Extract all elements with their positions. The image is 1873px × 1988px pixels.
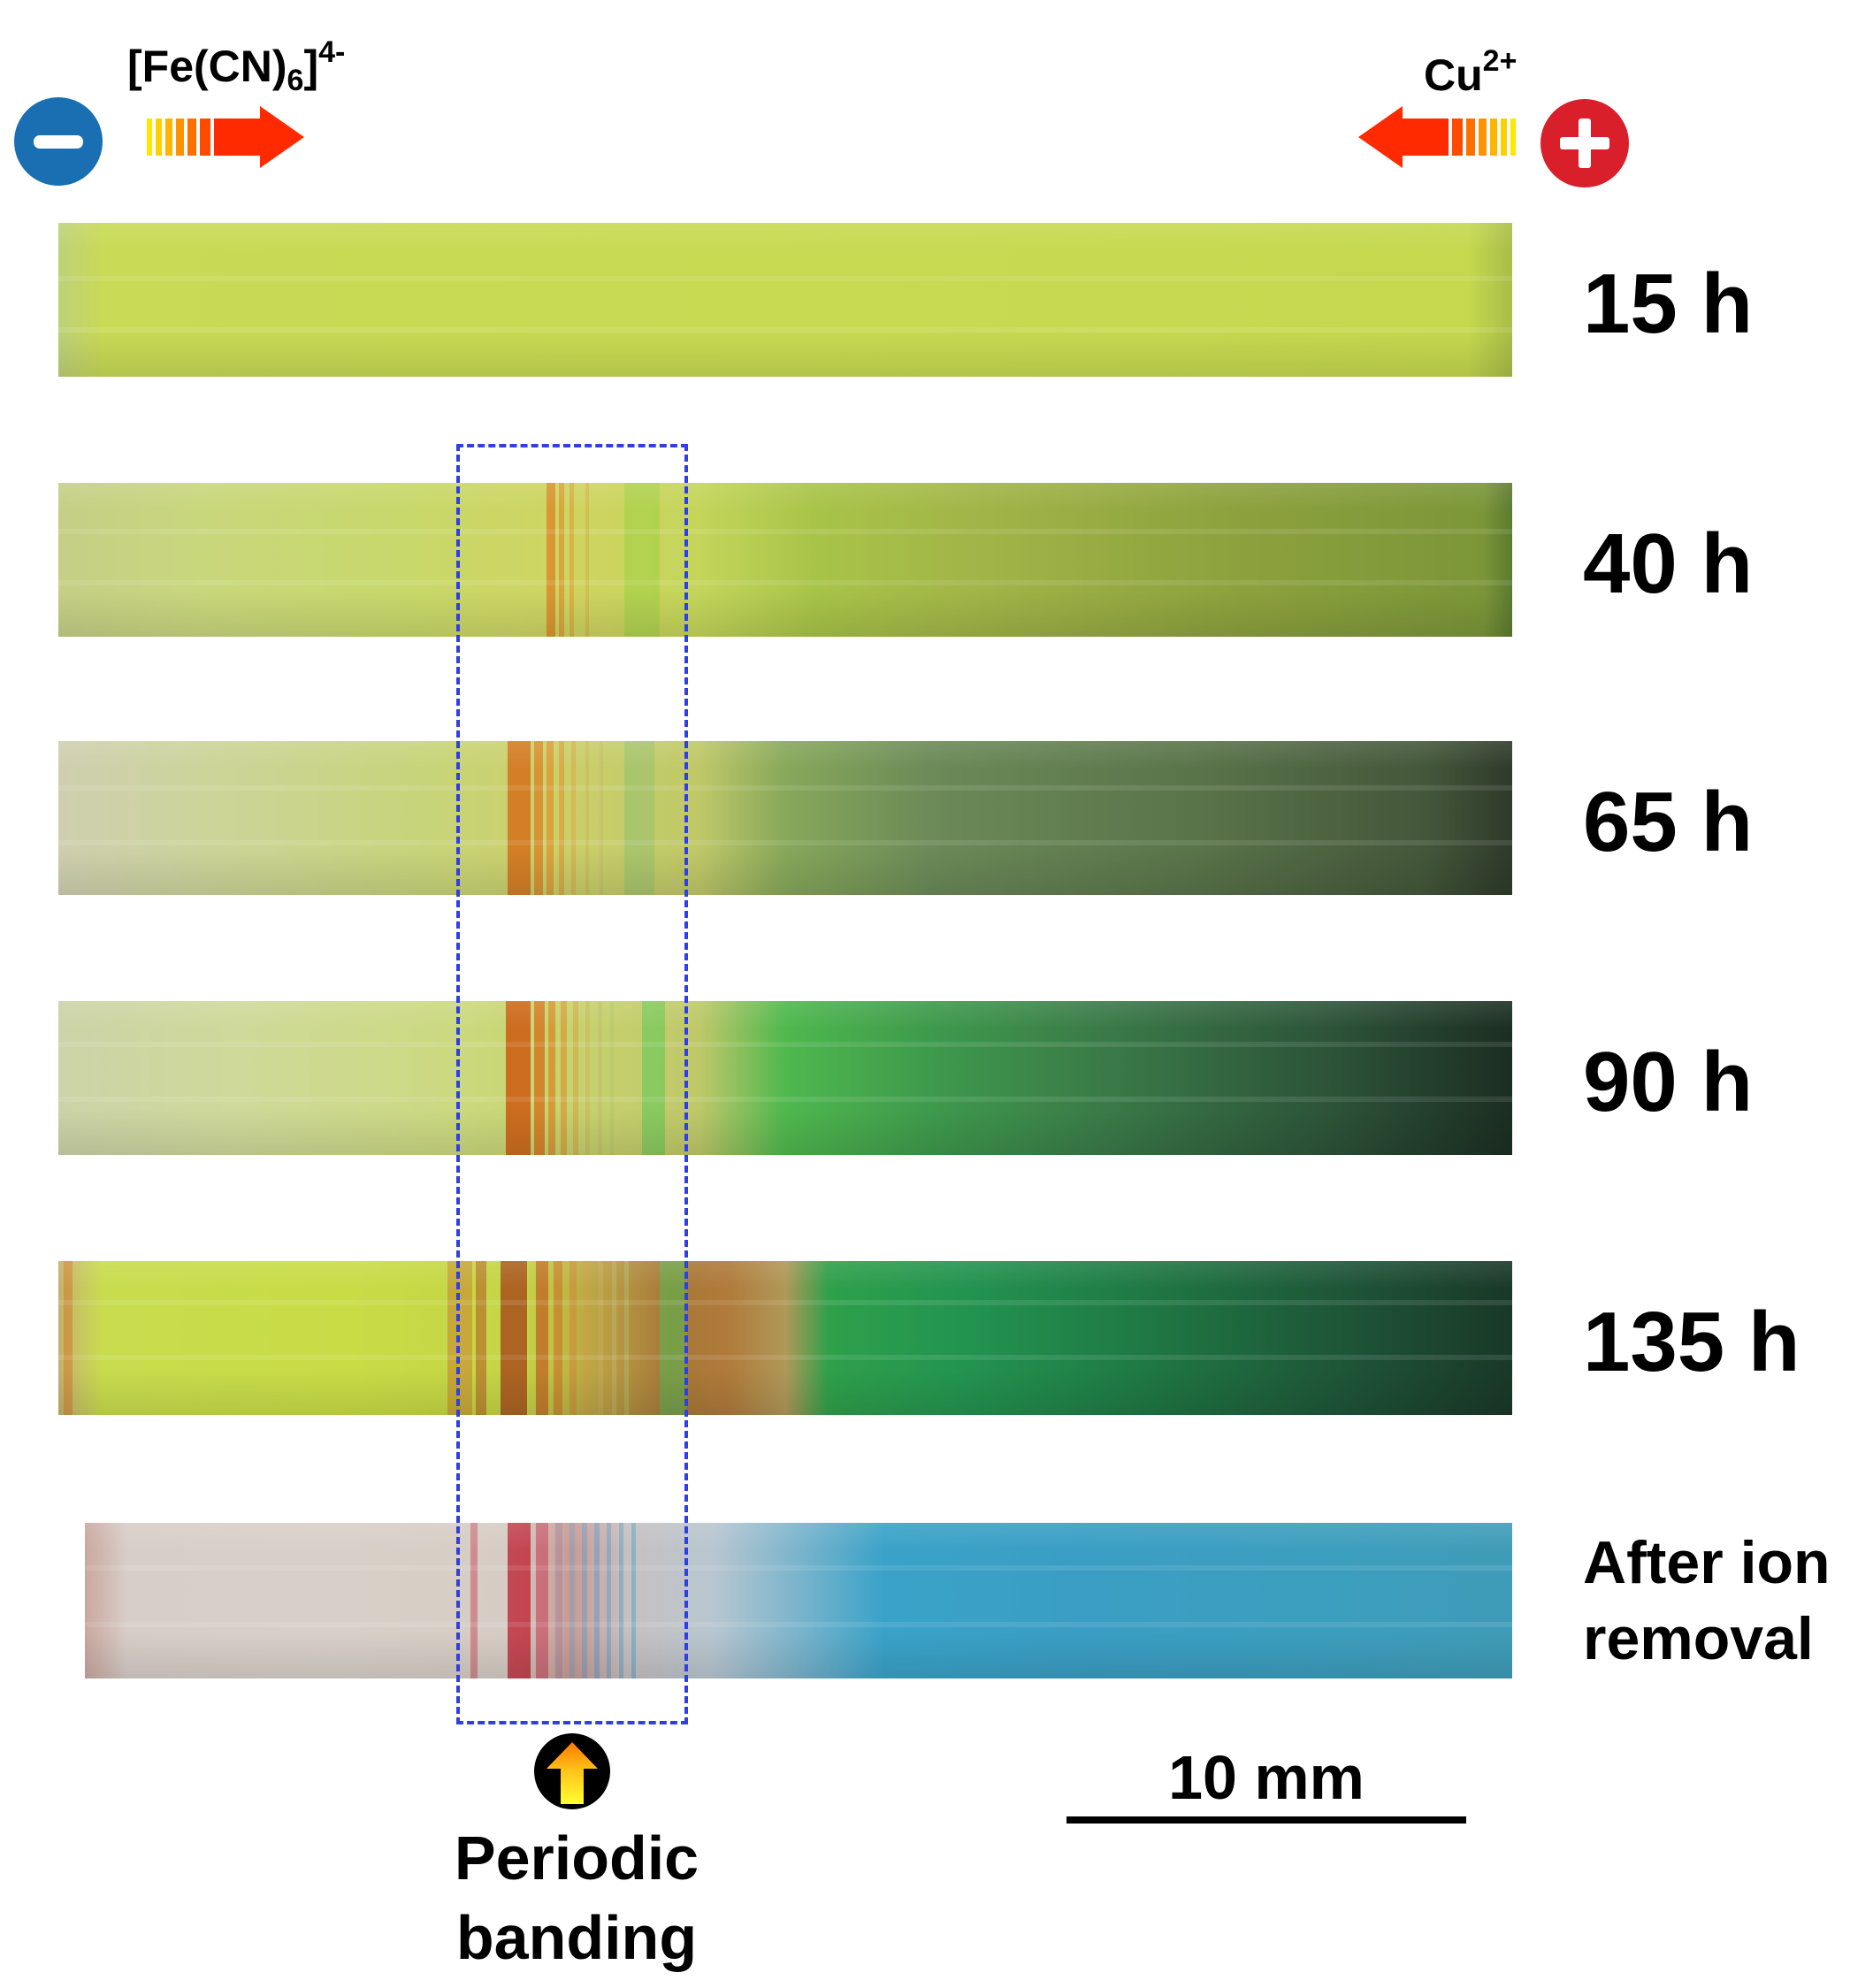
right-ion-label: Cu2+ — [1424, 44, 1518, 100]
periodic-banding-highlight-box — [456, 444, 688, 1724]
time-label-135h: 135 h — [1583, 1295, 1800, 1389]
time-label-15h: 15 h — [1583, 256, 1754, 351]
left-ion-label: [Fe(CN)6]4- — [127, 35, 346, 97]
gel-strip-135h — [58, 1261, 1512, 1415]
up-arrow-icon — [534, 1733, 610, 1809]
gel-strip-65h — [58, 741, 1512, 895]
periodic-banding-label: Periodic banding — [454, 1824, 700, 1972]
scale-bar — [1066, 1816, 1466, 1824]
gel-strip-90h — [58, 1001, 1512, 1155]
gel-strip-after-ion-removal — [85, 1523, 1512, 1678]
negative-electrode-icon — [14, 97, 103, 186]
positive-electrode-icon — [1540, 99, 1629, 187]
fe-cn-migration-arrow-icon — [147, 106, 304, 168]
scale-bar-label: 10 mm — [1168, 1743, 1365, 1812]
time-label-90h: 90 h — [1583, 1035, 1754, 1129]
gel-strip-40h — [58, 483, 1512, 637]
cu-migration-arrow-icon — [1358, 106, 1516, 168]
time-label-40h: 40 h — [1583, 516, 1754, 611]
time-label-65h: 65 h — [1583, 775, 1754, 869]
after-ion-removal-label: After ion removal — [1583, 1529, 1831, 1672]
gel-strip-15h — [58, 223, 1512, 377]
